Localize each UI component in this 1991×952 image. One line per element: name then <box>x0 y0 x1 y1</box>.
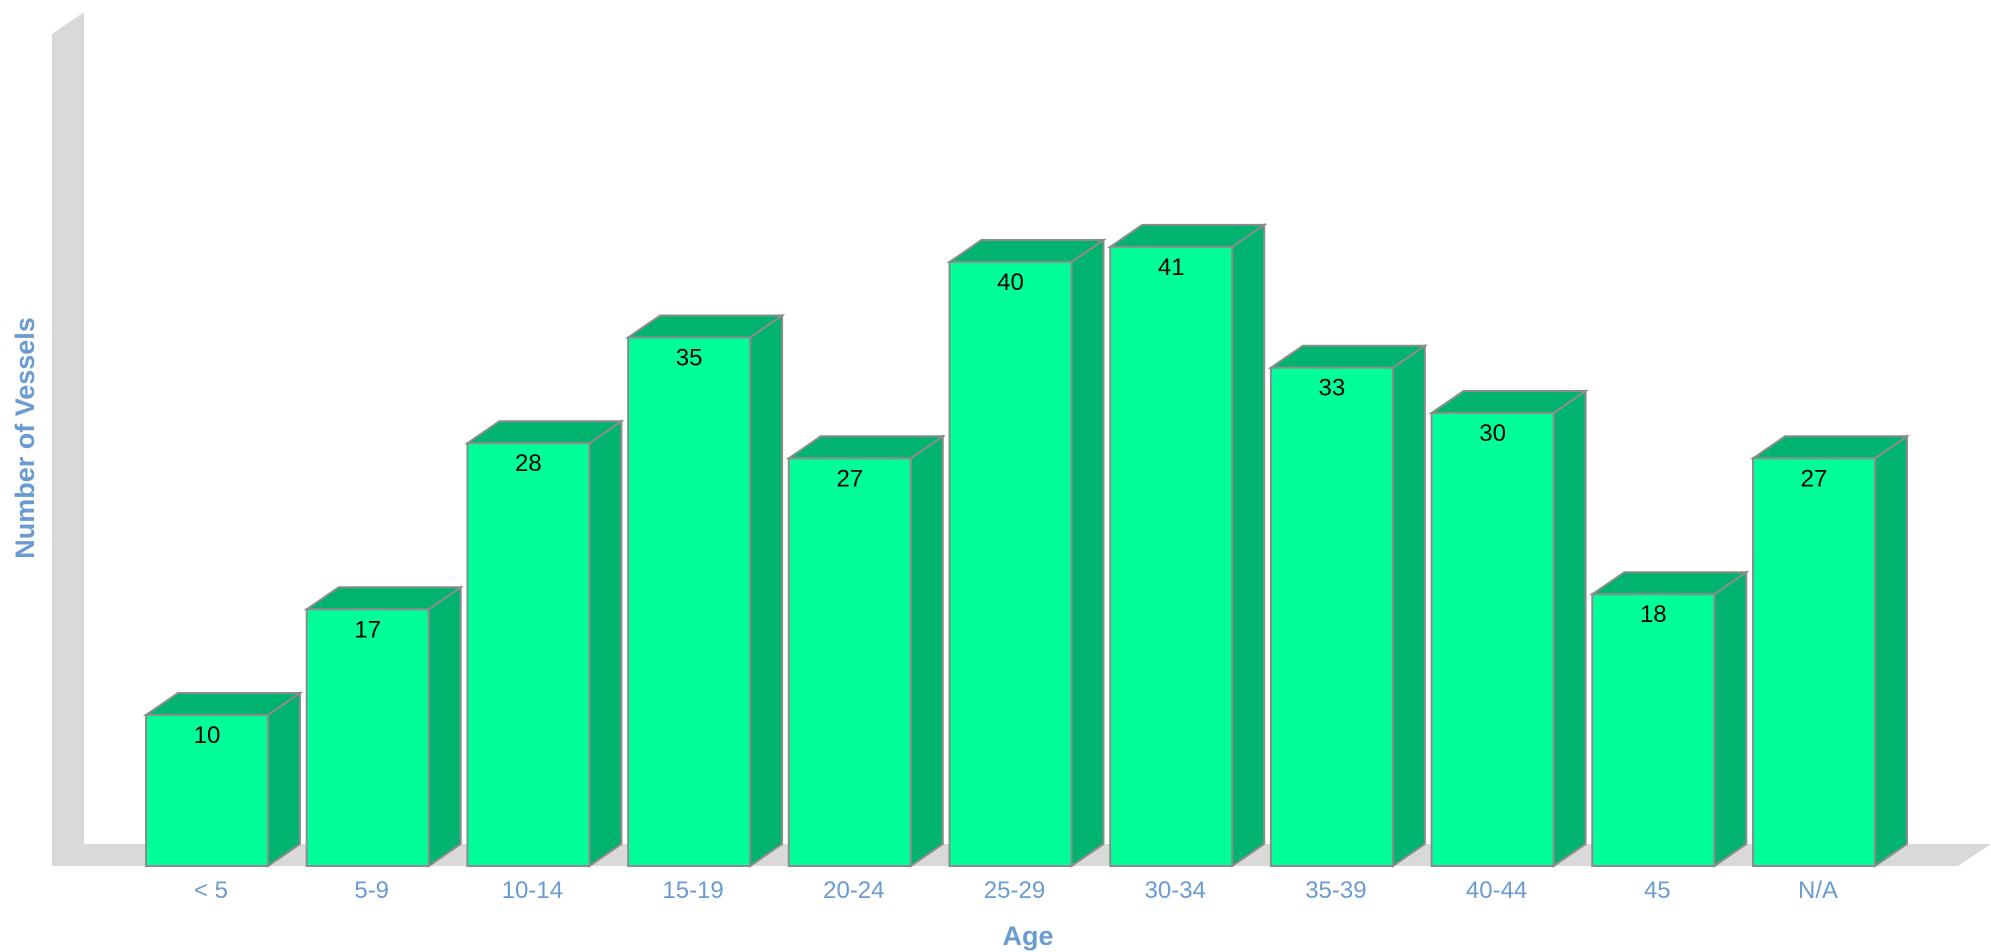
bar-side <box>427 585 462 868</box>
bar-side <box>1552 389 1587 868</box>
bar-front <box>1752 457 1876 867</box>
bar-front <box>1109 245 1234 867</box>
bar <box>1428 389 1589 868</box>
bar-front <box>1430 412 1555 867</box>
bar <box>1589 570 1750 868</box>
bar <box>1106 222 1268 868</box>
x-tick-label: 5-9 <box>354 877 389 904</box>
bar-side <box>909 434 944 868</box>
data-label: 27 <box>836 465 863 492</box>
bar <box>946 238 1107 868</box>
bar-front <box>305 608 430 867</box>
x-tick-label: 15-19 <box>662 877 723 904</box>
back-wall <box>52 12 84 866</box>
x-tick-label: < 5 <box>194 877 228 904</box>
bar <box>1267 343 1429 868</box>
bar-front <box>466 442 591 867</box>
bar-front <box>948 261 1073 867</box>
bar-side <box>1874 434 1908 868</box>
data-label: 28 <box>515 450 542 477</box>
x-axis-title: Age <box>1002 921 1053 951</box>
data-label: 27 <box>1801 465 1828 492</box>
data-labels-group: 10 17 28 35 27 40 41 33 30 18 27 <box>194 254 1828 749</box>
data-label: 18 <box>1640 601 1667 628</box>
data-label: 40 <box>997 269 1024 296</box>
x-tick-label: 45 <box>1644 877 1671 904</box>
data-label: 35 <box>676 345 703 372</box>
x-tick-label: 30-34 <box>1145 877 1206 904</box>
x-tick-label: 10-14 <box>502 877 563 904</box>
bar <box>785 434 947 868</box>
bar-front <box>627 336 752 867</box>
x-tick-label: 20-24 <box>823 877 884 904</box>
x-tick-label: 35-39 <box>1305 877 1366 904</box>
bar-side <box>1391 343 1426 868</box>
x-tick-label: 40-44 <box>1466 877 1527 904</box>
bar-front <box>787 457 912 867</box>
bar-front <box>1269 366 1394 867</box>
x-tick-label: N/A <box>1798 877 1838 904</box>
bar <box>464 419 625 868</box>
data-label: 17 <box>354 616 381 643</box>
bar-side <box>1070 238 1105 868</box>
bars-group <box>142 222 1911 868</box>
bar <box>1749 434 1911 868</box>
y-axis-title: Number of Vessels <box>10 317 40 559</box>
x-tick-labels-group: < 5 5-9 10-14 15-19 20-24 25-29 30-34 35-39 40-4… <box>194 877 1838 904</box>
bar <box>624 313 786 868</box>
bar-side <box>1231 222 1266 868</box>
data-label: 41 <box>1158 254 1185 281</box>
bar-side <box>1713 570 1748 868</box>
bar <box>303 585 464 868</box>
bar-side <box>588 419 623 868</box>
x-tick-label: 25-29 <box>984 877 1045 904</box>
data-label: 30 <box>1479 420 1506 447</box>
data-label: 10 <box>194 722 221 749</box>
bar-front <box>145 714 269 867</box>
bar <box>142 691 304 868</box>
bar-side <box>749 313 784 868</box>
bar-front <box>1591 593 1716 867</box>
data-label: 33 <box>1319 375 1346 402</box>
bar-side <box>267 691 301 868</box>
